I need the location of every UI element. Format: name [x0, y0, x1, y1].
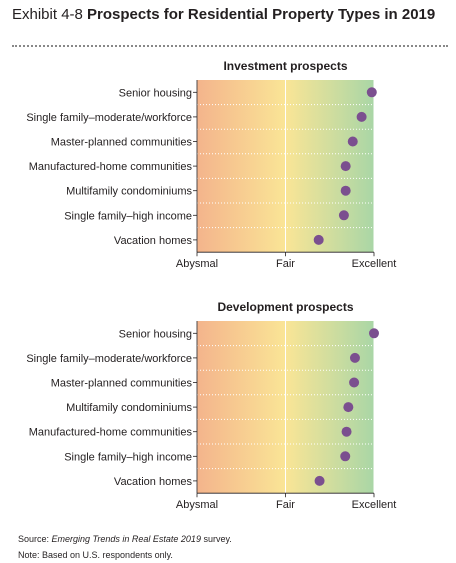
data-point [338, 210, 349, 221]
title-divider [12, 45, 448, 47]
category-label: Master-planned communities [51, 137, 193, 149]
category-label: Master-planned communities [51, 378, 193, 390]
x-tick-label: Fair [276, 499, 295, 511]
data-point [340, 451, 351, 462]
x-tick-label: Excellent [352, 258, 397, 270]
exhibit-number: Exhibit 4-8 [12, 6, 83, 23]
category-label: Vacation homes [114, 235, 193, 247]
investment-prospects-chart: Investment prospects Senior housing Single… [26, 59, 397, 270]
data-point [340, 161, 351, 172]
category-label: Vacation homes [114, 476, 193, 488]
category-label: Manufactured-home communities [29, 427, 193, 439]
source-note: Source: Emerging Trends in Real Estate 2… [18, 534, 232, 544]
x-tick-label: Abysmal [176, 258, 218, 270]
category-label: Senior housing [119, 87, 192, 99]
data-point [340, 185, 351, 196]
development-prospects-chart: Development prospects Senior housing Singl… [26, 300, 397, 511]
data-point [343, 402, 354, 413]
category-label: Multifamily condominiums [66, 186, 192, 198]
x-tick-label: Fair [276, 258, 295, 270]
data-point [347, 136, 358, 147]
data-point [349, 377, 360, 388]
category-label: Multifamily condominiums [66, 402, 192, 414]
x-tick-label: Excellent [352, 499, 397, 511]
data-point [313, 234, 324, 245]
exhibit-heading: Prospects for Residential Property Types… [87, 6, 436, 23]
category-label: Single family–moderate/workforce [26, 112, 192, 124]
exhibit-title: Exhibit 4-8 Prospects for Residential Pr… [12, 6, 448, 24]
source-prefix: Source: [18, 534, 52, 544]
source-suffix: survey. [200, 534, 232, 544]
data-point [369, 328, 379, 339]
chart-title: Investment prospects [223, 59, 347, 73]
category-label: Single family–high income [64, 210, 192, 222]
source-title: Emerging Trends in Real Estate 2019 [51, 534, 201, 544]
footnote: Note: Based on U.S. respondents only. [18, 550, 173, 560]
data-point [356, 111, 367, 122]
chart-title: Development prospects [217, 300, 353, 314]
data-point [341, 426, 352, 437]
data-point [366, 87, 377, 98]
category-label: Single family–high income [64, 451, 192, 463]
category-label: Manufactured-home communities [29, 161, 193, 173]
category-label: Senior housing [119, 328, 192, 340]
data-point [349, 352, 360, 363]
category-label: Single family–moderate/workforce [26, 353, 192, 365]
x-tick-label: Abysmal [176, 499, 218, 511]
data-point [314, 475, 325, 486]
